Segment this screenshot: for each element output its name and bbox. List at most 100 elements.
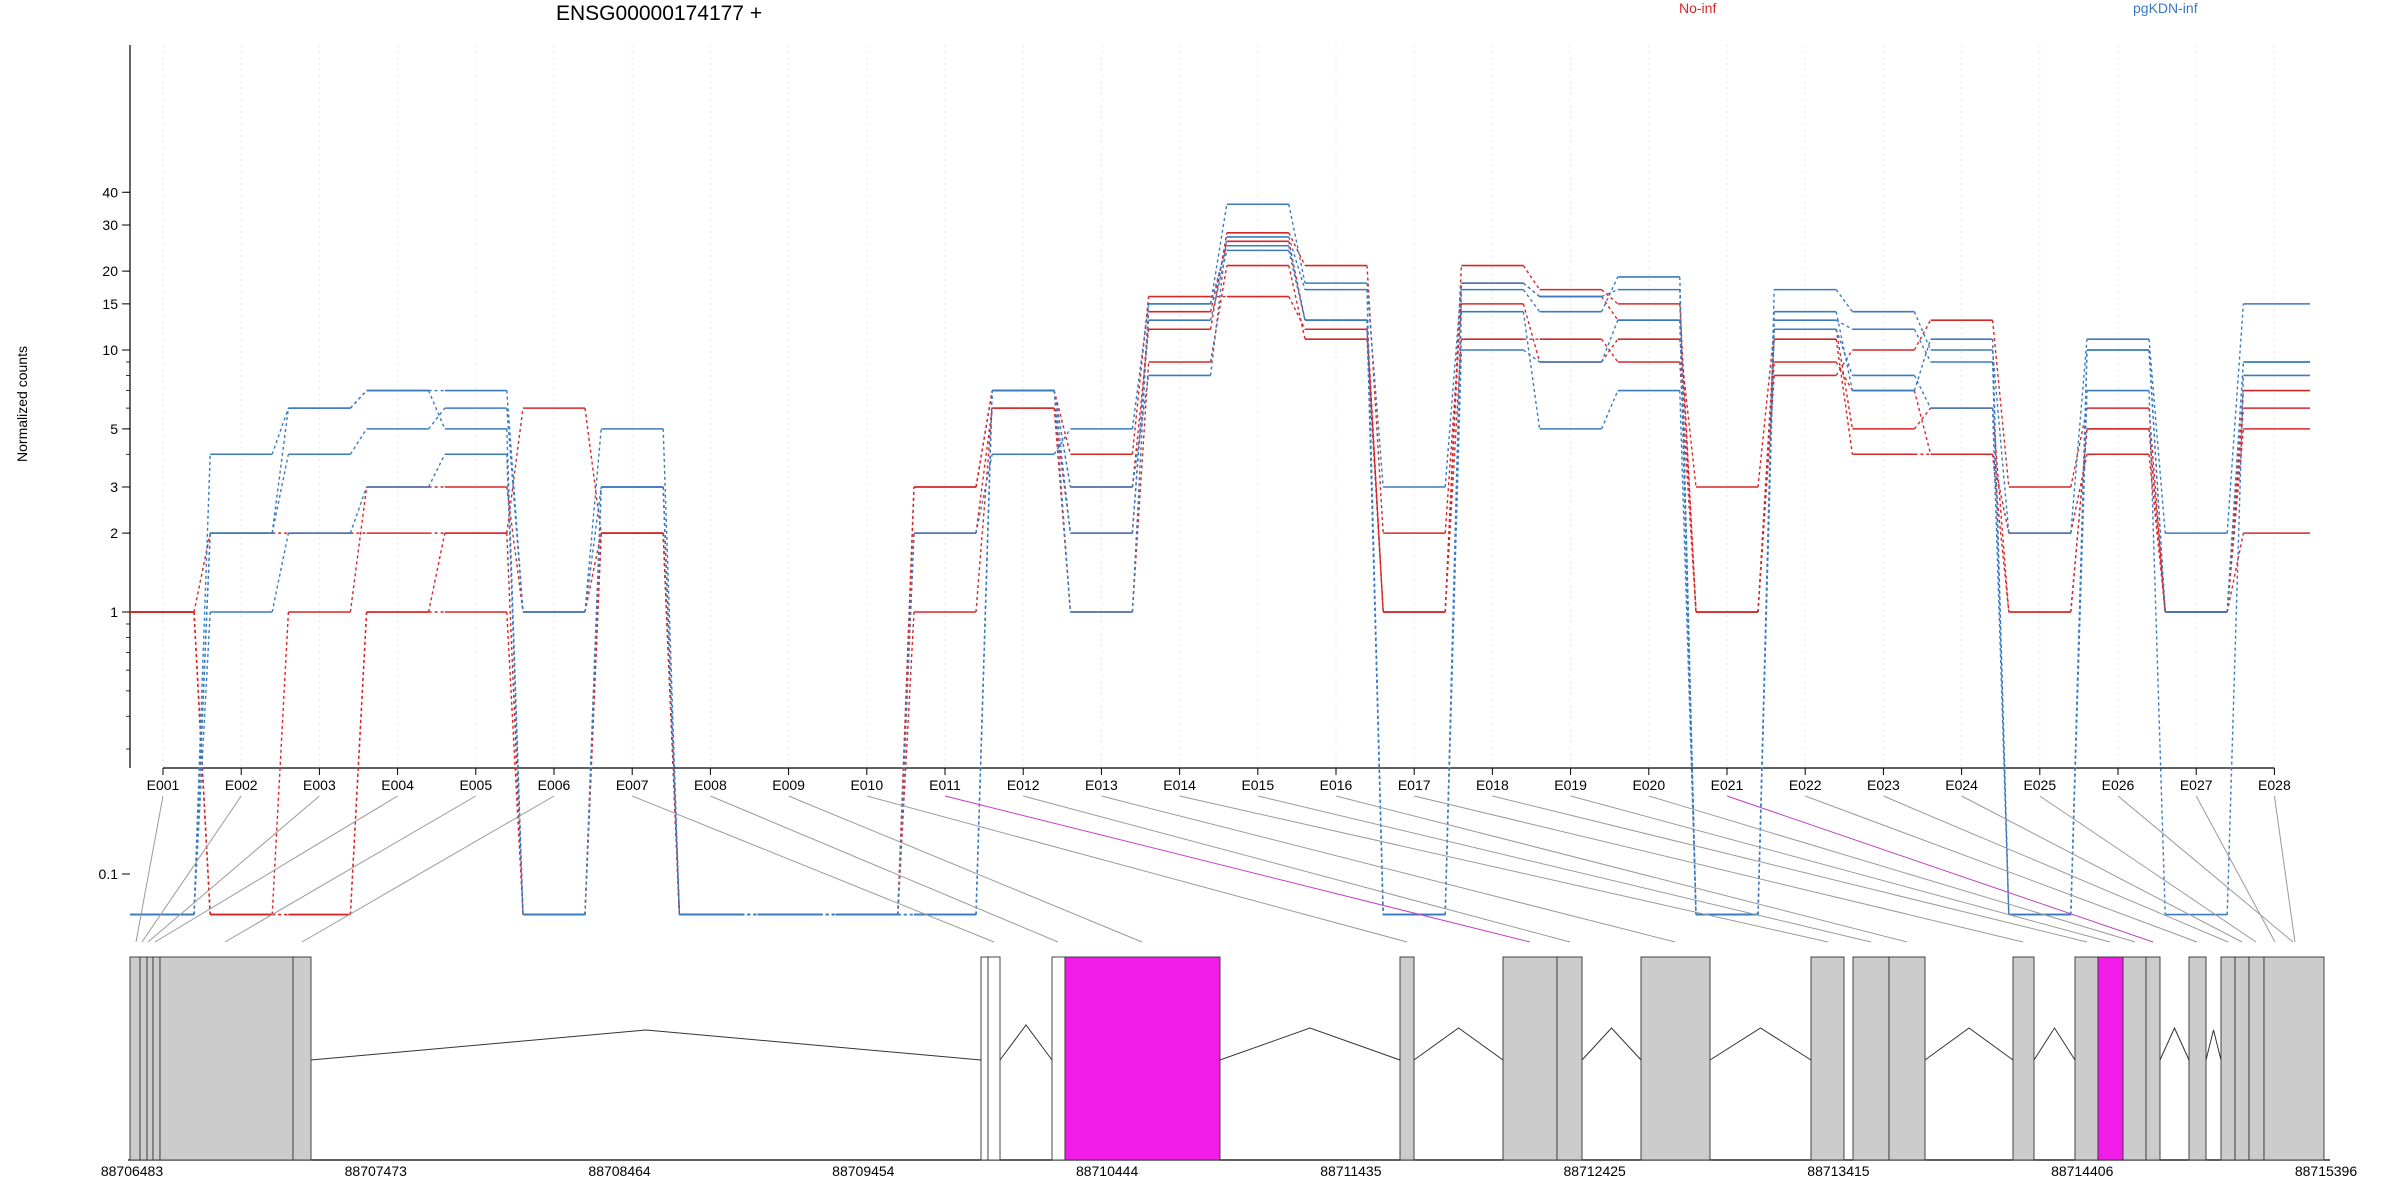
- connector-line-E006: [301, 795, 555, 943]
- connector-E025: [2070, 454, 2088, 534]
- y-tick-label: 0.1: [99, 866, 119, 882]
- connector-E023: [1913, 407, 1932, 430]
- connector-E015: [1288, 265, 1306, 340]
- exon-connectors: [135, 795, 2296, 943]
- connector-E015: [1288, 296, 1306, 330]
- exon-box-9: [1051, 956, 1066, 1161]
- connector-E016: [1366, 283, 1384, 488]
- connector-E025: [2070, 428, 2088, 613]
- x-tick-label-E013: E013: [1085, 777, 1118, 793]
- connector-E007: [662, 428, 681, 915]
- connector-line-E022: [1805, 795, 2198, 943]
- connector-E013: [1131, 303, 1150, 613]
- connector-E021: [1757, 361, 1775, 613]
- connector-E016: [1366, 265, 1384, 534]
- connector-E026: [2148, 349, 2166, 613]
- connector-E023: [1913, 375, 1932, 409]
- connector-E027: [2226, 375, 2245, 915]
- x-tick-label-E020: E020: [1632, 777, 1665, 793]
- connector-line-E002: [141, 795, 242, 943]
- connector-line-E012: [1023, 795, 1571, 943]
- connector-E012: [1053, 428, 1071, 455]
- genome-tick-label: 88713415: [1807, 1163, 1870, 1179]
- connector-line-E019: [1570, 795, 2111, 943]
- x-tick-label-E002: E002: [225, 777, 258, 793]
- chart-title: ENSG00000174177 +: [556, 2, 763, 25]
- connector-E004: [427, 453, 446, 488]
- connector-E013: [1131, 296, 1150, 455]
- x-tick-label-E010: E010: [850, 777, 883, 793]
- intron-3: [1219, 1027, 1401, 1061]
- y-axis: 0.1 1 2 3 5 10 15 20 30 40: [99, 45, 131, 882]
- genome-axis: 88706483 88707473 88708464 88709454 88710444…: [101, 1163, 2358, 1179]
- connector-E018: [1522, 289, 1541, 313]
- connector-E001: [193, 533, 211, 915]
- connector-E018: [1522, 282, 1541, 298]
- y-tick-label: 10: [102, 342, 118, 358]
- exon-box-7: [980, 956, 989, 1161]
- connector-E026: [2148, 390, 2166, 915]
- connector-line-E007: [632, 795, 995, 943]
- x-tick-label-E015: E015: [1241, 777, 1274, 793]
- legend-pgkdn-inf: pgKDN-inf: [2133, 0, 2198, 16]
- intron-1: [310, 1029, 982, 1061]
- intron-4: [1413, 1027, 1504, 1061]
- exon-box-12: [1502, 956, 1558, 1161]
- connector-line-E025: [2039, 795, 2257, 943]
- connector-E010: [897, 486, 915, 915]
- connector-E013: [1131, 329, 1150, 488]
- exon-box-11: [1399, 956, 1415, 1161]
- exon-box-10: [1064, 956, 1221, 1161]
- exon-box-23: [2188, 956, 2207, 1161]
- connector-line-E021: [1726, 795, 2154, 943]
- genome-tick-label: 88708464: [588, 1163, 651, 1179]
- connector-E012: [1053, 390, 1072, 488]
- x-tick-label-E009: E009: [772, 777, 805, 793]
- connector-E021: [1757, 329, 1775, 488]
- intron-2: [999, 1024, 1053, 1061]
- connector-line-E024: [1961, 795, 2243, 943]
- connector-E011: [975, 390, 993, 915]
- connector-line-E026: [2117, 795, 2294, 943]
- genome-tick-label: 88715396: [2295, 1163, 2358, 1179]
- connector-E015: [1288, 232, 1306, 266]
- connector-E010: [897, 486, 915, 915]
- connector-E024: [1991, 349, 2010, 534]
- exon-box-1: [129, 956, 141, 1161]
- connector-E025: [2070, 339, 2088, 534]
- connector-E023: [1913, 328, 1932, 363]
- connector-E014: [1209, 236, 1228, 376]
- connector-E007: [662, 486, 681, 915]
- connector-E005: [506, 428, 524, 915]
- connector-line-E016: [1335, 795, 1908, 943]
- exon-box-27: [2263, 956, 2325, 1161]
- x-tick-label-E024: E024: [1945, 777, 1978, 793]
- genome-tick-label: 88710444: [1076, 1163, 1139, 1179]
- connector-E015: [1288, 245, 1306, 321]
- exon-box-6: [292, 956, 312, 1161]
- genome-tick-label: 88709454: [832, 1163, 895, 1179]
- y-tick-label: 40: [102, 184, 118, 200]
- connector-E023: [1913, 311, 1932, 351]
- genome-tick-label: 88707473: [345, 1163, 408, 1179]
- x-tick-label-E017: E017: [1398, 777, 1431, 793]
- connector-E026: [2148, 428, 2166, 613]
- connector-line-E020: [1648, 795, 2136, 943]
- connector-line-E028: [2273, 795, 2296, 943]
- connector-E018: [1522, 311, 1541, 429]
- x-tick-label-E025: E025: [2023, 777, 2056, 793]
- exon-box-26: [2248, 956, 2265, 1161]
- genome-tick-label: 88706483: [101, 1163, 164, 1179]
- connector-E022: [1835, 329, 1854, 429]
- connector-E024: [1991, 454, 2010, 613]
- connector-line-E011: [944, 795, 1531, 943]
- connector-E006: [584, 428, 602, 613]
- x-tick-label-E011: E011: [929, 777, 961, 793]
- connector-E011: [975, 408, 993, 613]
- exon-box-24: [2220, 956, 2236, 1161]
- connector-E024: [1991, 408, 2010, 613]
- connector-line-E017: [1414, 795, 2024, 943]
- series-No-inf-4: [130, 295, 2310, 916]
- intron-9: [2159, 1026, 2190, 1061]
